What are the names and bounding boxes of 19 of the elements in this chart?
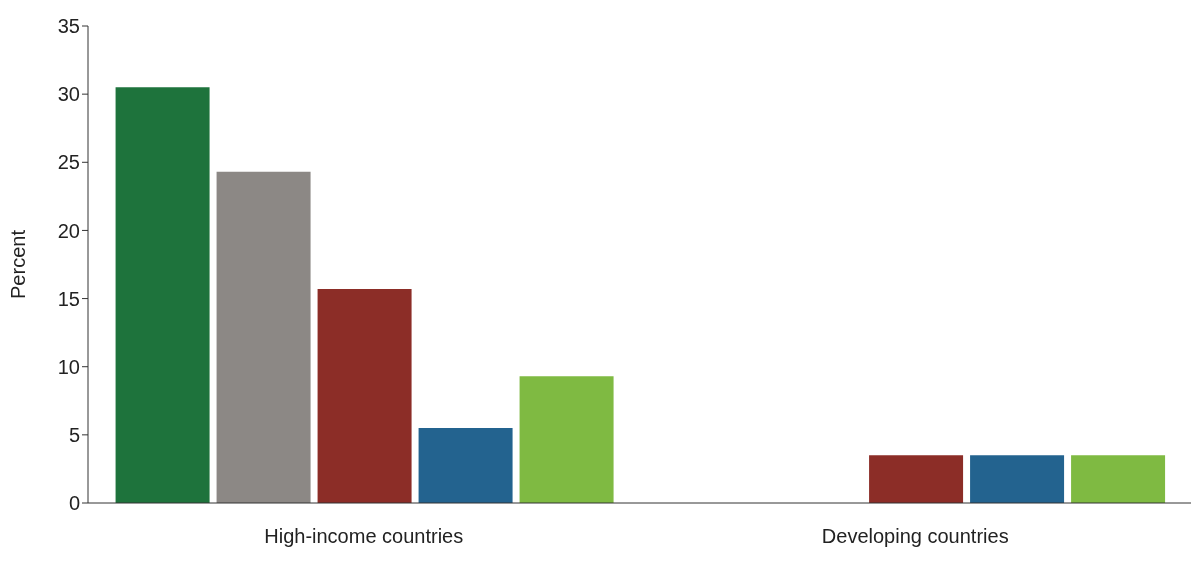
y-axis-title: Percent	[7, 229, 30, 299]
bar	[869, 455, 964, 503]
y-tick-label: 5	[68, 423, 80, 446]
bar	[418, 428, 513, 503]
bar	[1071, 455, 1166, 503]
bar	[216, 171, 311, 503]
y-tick-label: 10	[57, 355, 80, 378]
bar	[519, 376, 614, 503]
bar	[115, 87, 210, 503]
y-tick-label: 20	[57, 219, 80, 242]
y-tick-label: 35	[57, 15, 80, 38]
y-tick-label: 15	[57, 287, 80, 310]
x-tick-label: Developing countries	[821, 525, 1009, 548]
bar	[317, 289, 412, 503]
y-tick-label: 0	[68, 492, 80, 515]
y-tick-label: 25	[57, 151, 80, 174]
bar	[970, 455, 1065, 503]
y-tick-label: 30	[57, 83, 80, 106]
x-tick-label: High-income countries	[264, 525, 464, 548]
